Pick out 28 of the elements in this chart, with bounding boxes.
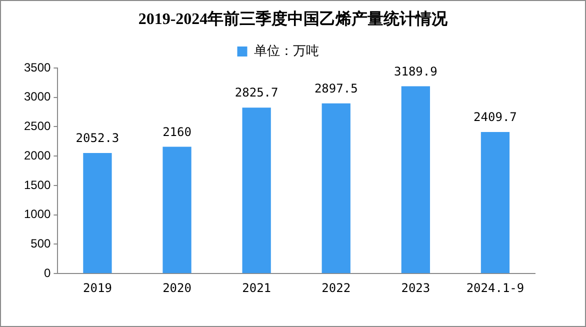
y-tick-label: 2000 [24, 148, 52, 162]
x-tick-label: 2022 [322, 280, 351, 295]
chart-title: 2019-2024年前三季度中国乙烯产量统计情况 [137, 9, 449, 30]
data-label: 2825.7 [234, 86, 278, 100]
bar [242, 108, 271, 274]
y-tick-label: 3000 [24, 90, 52, 104]
y-tick-label: 0 [44, 266, 52, 280]
x-tick-label: 2021 [242, 280, 272, 295]
bar [322, 103, 350, 274]
data-label: 2160 [162, 124, 192, 139]
x-tick-label: 2024.1-9 [466, 280, 524, 295]
bar [401, 86, 430, 274]
y-tick-label: 1000 [24, 207, 52, 222]
x-tick-label: 2023 [401, 280, 430, 295]
y-tick-label: 1500 [24, 178, 52, 192]
data-label: 2897.5 [314, 82, 358, 96]
bar [480, 132, 510, 274]
y-tick-label: 2500 [24, 119, 52, 134]
x-tick-label: 2020 [162, 280, 192, 295]
legend-label: 单位：万吨 [254, 44, 319, 59]
bar [83, 153, 112, 274]
bar [162, 146, 192, 274]
y-tick-label: 3500 [24, 60, 52, 74]
data-label: 3189.9 [394, 64, 438, 78]
data-label: 2409.7 [474, 110, 517, 124]
x-tick-label: 2019 [83, 280, 112, 295]
y-tick-label: 500 [30, 236, 52, 251]
data-label: 2052.3 [76, 131, 120, 146]
